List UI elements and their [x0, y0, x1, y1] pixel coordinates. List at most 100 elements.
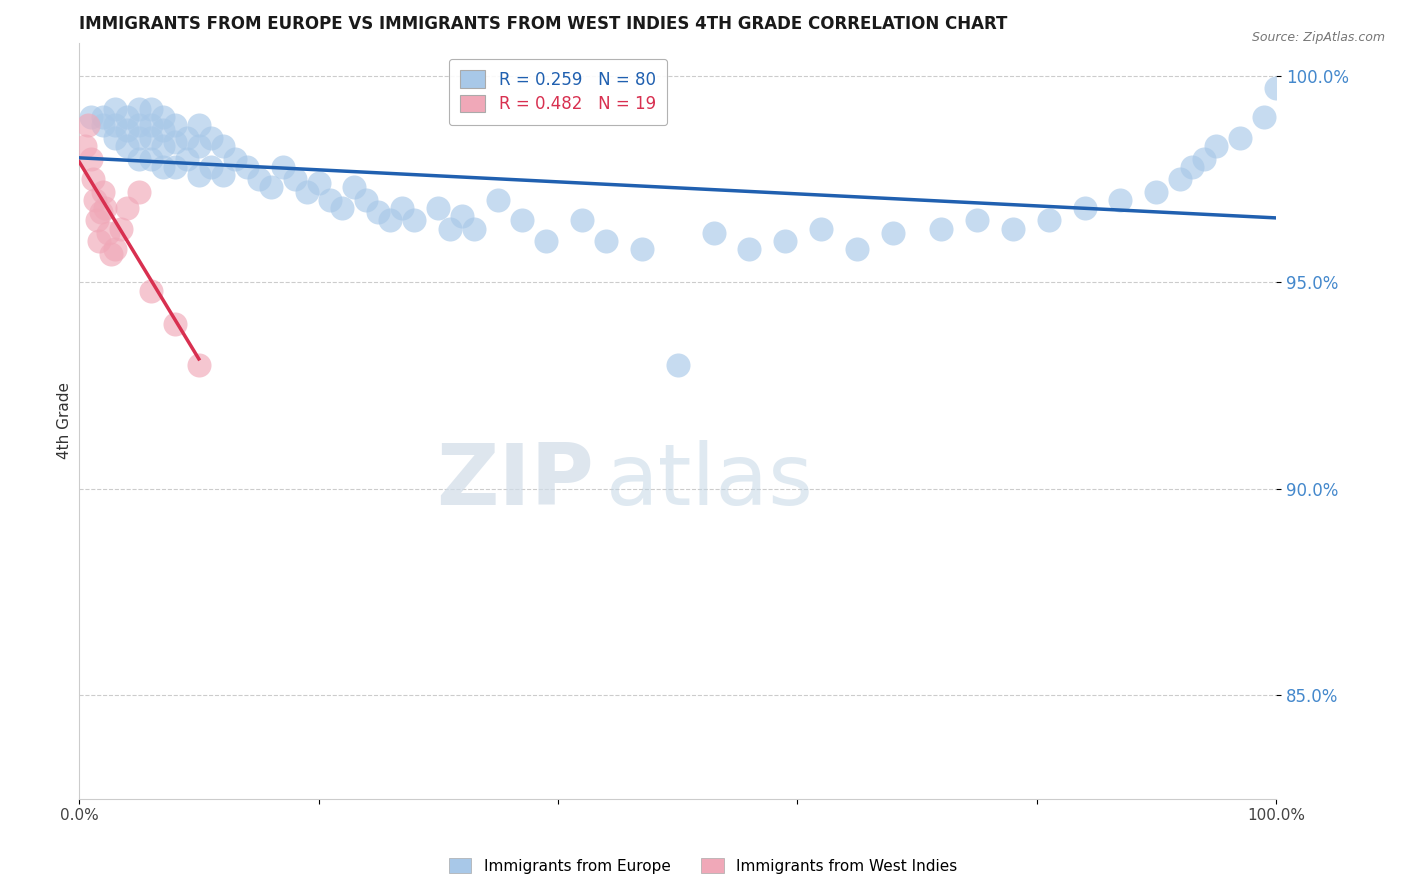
- Point: [308, 177, 330, 191]
- Point: [139, 284, 162, 298]
- Point: [284, 172, 307, 186]
- Point: [152, 122, 174, 136]
- Point: [463, 221, 485, 235]
- Text: Source: ZipAtlas.com: Source: ZipAtlas.com: [1251, 31, 1385, 45]
- Point: [451, 210, 474, 224]
- Point: [810, 221, 832, 235]
- Point: [104, 102, 127, 116]
- Point: [319, 193, 342, 207]
- Point: [163, 317, 186, 331]
- Point: [80, 110, 103, 124]
- Point: [89, 234, 111, 248]
- Point: [115, 139, 138, 153]
- Point: [332, 201, 354, 215]
- Point: [104, 131, 127, 145]
- Point: [187, 168, 209, 182]
- Point: [115, 122, 138, 136]
- Point: [94, 201, 117, 215]
- Point: [128, 102, 150, 116]
- Point: [966, 213, 988, 227]
- Point: [110, 221, 132, 235]
- Point: [128, 119, 150, 133]
- Point: [211, 139, 233, 153]
- Point: [702, 226, 724, 240]
- Point: [929, 221, 952, 235]
- Text: atlas: atlas: [606, 440, 814, 523]
- Point: [1253, 110, 1275, 124]
- Point: [295, 185, 318, 199]
- Point: [104, 243, 127, 257]
- Point: [91, 185, 114, 199]
- Point: [152, 110, 174, 124]
- Point: [404, 213, 426, 227]
- Point: [97, 226, 120, 240]
- Point: [486, 193, 509, 207]
- Point: [187, 358, 209, 372]
- Point: [595, 234, 617, 248]
- Point: [211, 168, 233, 182]
- Point: [76, 119, 98, 133]
- Point: [91, 119, 114, 133]
- Point: [90, 205, 112, 219]
- Legend: Immigrants from Europe, Immigrants from West Indies: Immigrants from Europe, Immigrants from …: [443, 852, 963, 880]
- Point: [83, 193, 105, 207]
- Point: [775, 234, 797, 248]
- Point: [380, 213, 402, 227]
- Point: [1001, 221, 1024, 235]
- Point: [1265, 81, 1288, 95]
- Point: [139, 131, 162, 145]
- Point: [139, 152, 162, 166]
- Point: [343, 180, 366, 194]
- Point: [91, 110, 114, 124]
- Point: [80, 152, 103, 166]
- Point: [391, 201, 413, 215]
- Point: [139, 102, 162, 116]
- Point: [152, 160, 174, 174]
- Point: [846, 243, 869, 257]
- Point: [1109, 193, 1132, 207]
- Point: [1194, 152, 1216, 166]
- Point: [439, 221, 461, 235]
- Point: [882, 226, 904, 240]
- Y-axis label: 4th Grade: 4th Grade: [58, 383, 72, 459]
- Point: [128, 131, 150, 145]
- Point: [86, 213, 108, 227]
- Point: [200, 160, 222, 174]
- Point: [1038, 213, 1060, 227]
- Point: [1073, 201, 1095, 215]
- Point: [176, 152, 198, 166]
- Point: [510, 213, 533, 227]
- Point: [128, 152, 150, 166]
- Point: [356, 193, 378, 207]
- Point: [224, 152, 246, 166]
- Point: [367, 205, 389, 219]
- Point: [115, 201, 138, 215]
- Point: [427, 201, 450, 215]
- Point: [247, 172, 270, 186]
- Point: [152, 139, 174, 153]
- Point: [1170, 172, 1192, 186]
- Point: [1181, 160, 1204, 174]
- Point: [235, 160, 257, 174]
- Point: [1205, 139, 1227, 153]
- Point: [115, 110, 138, 124]
- Point: [1229, 131, 1251, 145]
- Point: [1144, 185, 1167, 199]
- Point: [571, 213, 593, 227]
- Point: [75, 139, 97, 153]
- Point: [630, 243, 652, 257]
- Point: [176, 131, 198, 145]
- Point: [200, 131, 222, 145]
- Point: [100, 246, 122, 260]
- Point: [139, 119, 162, 133]
- Point: [534, 234, 557, 248]
- Point: [163, 135, 186, 149]
- Point: [259, 180, 281, 194]
- Text: ZIP: ZIP: [436, 440, 593, 523]
- Point: [666, 358, 689, 372]
- Point: [128, 185, 150, 199]
- Point: [163, 119, 186, 133]
- Point: [187, 139, 209, 153]
- Point: [738, 243, 761, 257]
- Text: IMMIGRANTS FROM EUROPE VS IMMIGRANTS FROM WEST INDIES 4TH GRADE CORRELATION CHAR: IMMIGRANTS FROM EUROPE VS IMMIGRANTS FRO…: [79, 15, 1008, 33]
